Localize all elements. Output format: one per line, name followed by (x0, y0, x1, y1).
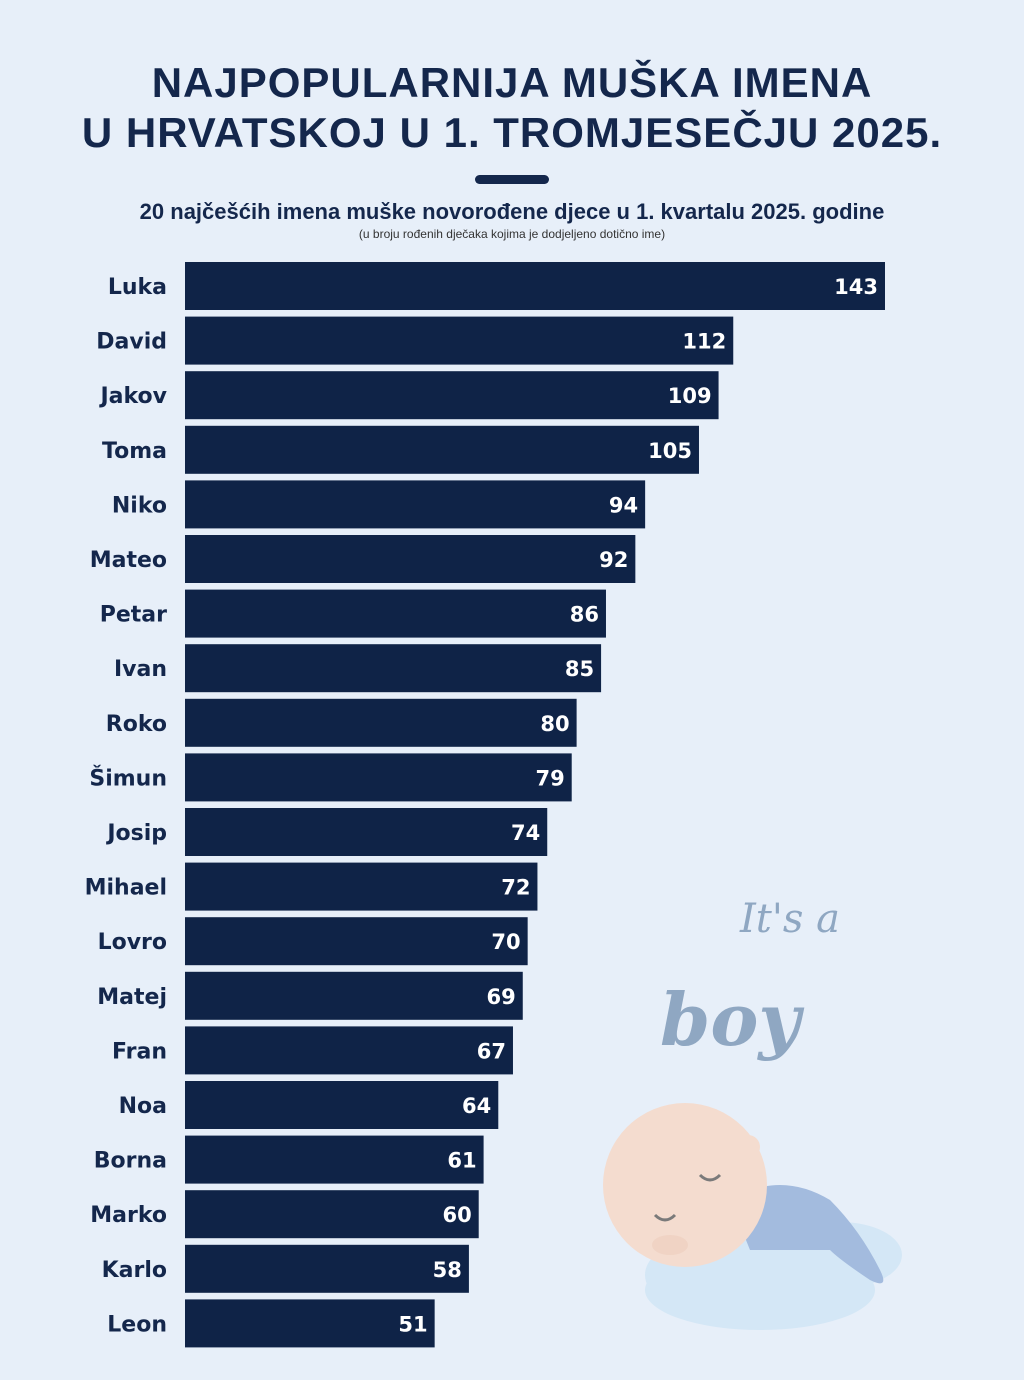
category-label: Fran (112, 1039, 167, 1064)
category-label: Mateo (90, 548, 167, 573)
chart-subtitle: (u broju rođenih dječaka kojima je dodje… (358, 227, 666, 241)
category-label: Noa (119, 1094, 167, 1119)
title-divider (475, 175, 549, 184)
value-label: 112 (682, 330, 726, 354)
bar-9 (185, 753, 572, 802)
category-label: Marko (90, 1203, 167, 1228)
value-label: 105 (648, 439, 692, 463)
bar-4 (185, 480, 646, 529)
category-label: Ivan (114, 657, 167, 682)
title-line-1: NAJPOPULARNIJA MUŠKA IMENA (151, 59, 873, 106)
bar-13 (185, 971, 523, 1020)
bar-6 (185, 589, 606, 638)
category-label: Karlo (102, 1258, 167, 1283)
bar-11 (185, 862, 538, 911)
value-label: 80 (540, 712, 569, 736)
value-label: 60 (442, 1203, 471, 1227)
bar-17 (185, 1190, 479, 1239)
value-label: 64 (462, 1094, 491, 1118)
bar-15 (185, 1081, 499, 1129)
category-label: Lovro (98, 930, 167, 955)
page-title: NAJPOPULARNIJA MUŠKA IMENA U HRVATSKOJ U… (0, 58, 1024, 158)
category-label: Jakov (98, 384, 167, 409)
value-label: 69 (487, 985, 516, 1009)
value-label: 79 (535, 766, 564, 790)
bar-19 (185, 1299, 435, 1348)
bar-1 (185, 316, 734, 365)
category-label: Borna (94, 1149, 167, 1174)
baby-body (603, 1103, 884, 1284)
bar-3 (185, 425, 699, 474)
value-label: 61 (447, 1149, 476, 1173)
category-label: Mihael (85, 876, 167, 901)
category-label: Roko (106, 712, 167, 737)
value-label: 70 (491, 930, 520, 954)
value-label: 72 (501, 876, 530, 900)
svg-text:boy: boy (660, 977, 804, 1062)
value-label: 86 (570, 603, 599, 627)
title-line-2: U HRVATSKOJ U 1. TROMJESEČJU 2025. (81, 109, 943, 156)
bar-5 (185, 535, 636, 583)
bar-12 (185, 917, 528, 966)
bar-0 (185, 262, 885, 310)
category-label: Petar (100, 603, 167, 628)
its-a-boy-lettering: It's a boy (660, 896, 840, 1062)
value-label: 92 (599, 548, 628, 572)
bar-14 (185, 1026, 513, 1075)
value-label: 74 (511, 821, 540, 845)
category-label: Leon (107, 1312, 167, 1337)
value-label: 143 (834, 275, 878, 299)
value-label: 94 (609, 493, 638, 517)
value-label: 85 (565, 657, 594, 681)
category-label: Matej (97, 985, 167, 1010)
category-label: Niko (112, 493, 167, 518)
chart-title: 20 najčešćih imena muške novorođene djec… (139, 199, 885, 224)
value-label: 67 (477, 1039, 506, 1063)
sleeping-baby-illustration: It's a boy (603, 896, 902, 1330)
bar-2 (185, 371, 719, 420)
svg-text:It's a: It's a (739, 896, 840, 942)
category-label: Luka (108, 275, 167, 300)
bar-18 (185, 1244, 469, 1293)
bar-16 (185, 1135, 484, 1184)
value-label: 109 (668, 384, 712, 408)
category-label: David (96, 330, 167, 355)
bar-10 (185, 808, 548, 856)
bar-7 (185, 644, 602, 693)
category-label: Josip (105, 821, 167, 846)
value-label: 58 (433, 1258, 462, 1282)
category-label: Šimun (89, 765, 167, 791)
category-label: Toma (102, 439, 167, 464)
bar-8 (185, 698, 577, 747)
value-label: 51 (398, 1312, 427, 1336)
